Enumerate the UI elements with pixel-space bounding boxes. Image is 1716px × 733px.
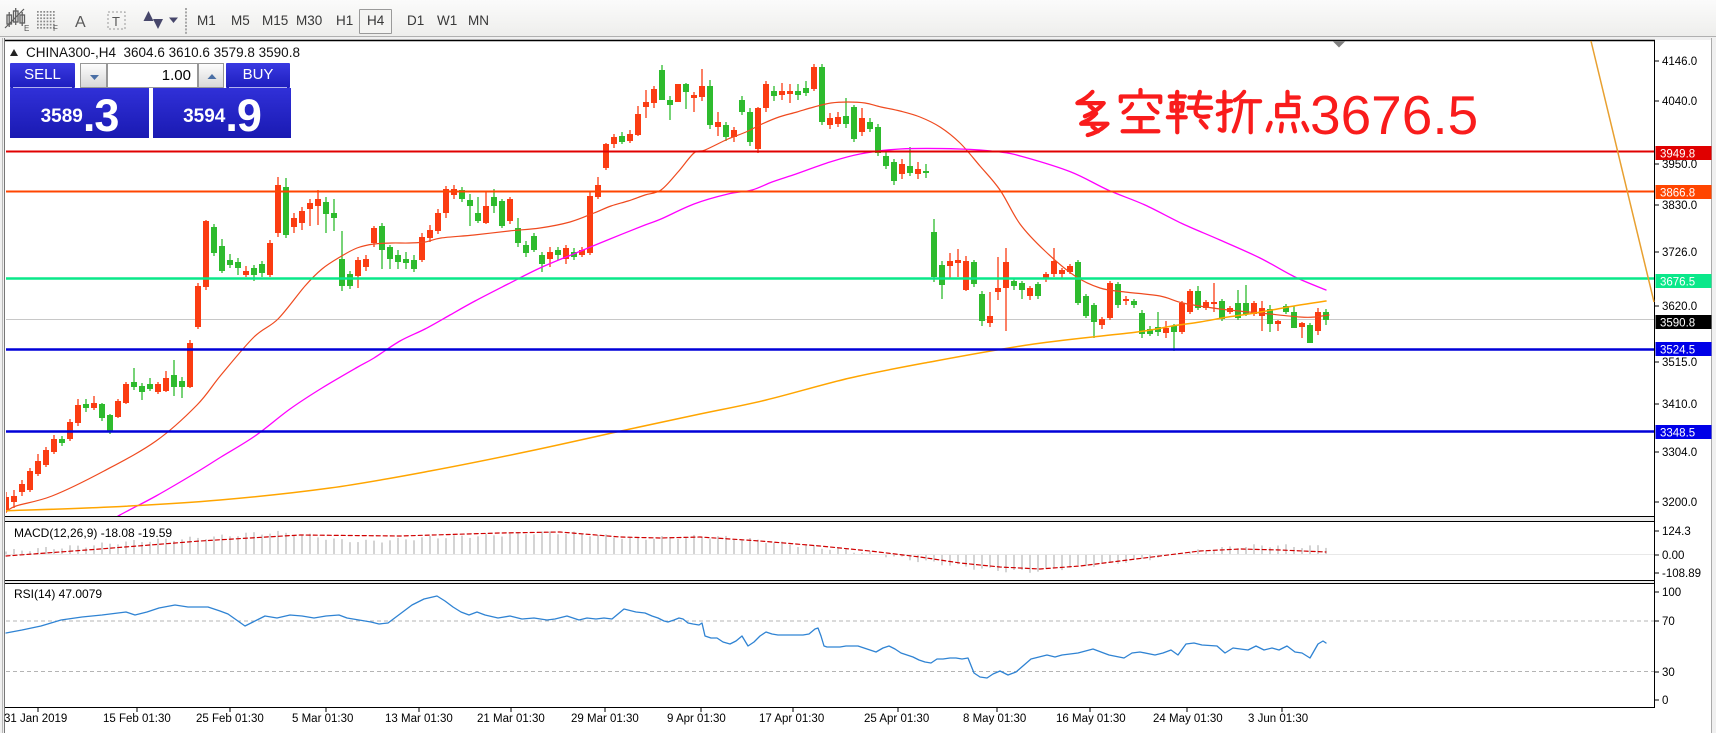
svg-text:8 May 01:30: 8 May 01:30 [963, 713, 1026, 725]
svg-text:4146.0: 4146.0 [1662, 56, 1697, 68]
svg-text:3304.0: 3304.0 [1662, 447, 1697, 459]
svg-text:-108.89: -108.89 [1662, 568, 1701, 580]
svg-text:21 Mar 01:30: 21 Mar 01:30 [477, 713, 545, 725]
svg-text:100: 100 [1662, 587, 1681, 599]
svg-text:5 Mar 01:30: 5 Mar 01:30 [292, 713, 353, 725]
svg-text:25 Apr 01:30: 25 Apr 01:30 [864, 713, 929, 725]
svg-text:29 Mar 01:30: 29 Mar 01:30 [571, 713, 639, 725]
svg-text:3515.0: 3515.0 [1662, 357, 1697, 369]
svg-text:16 May 01:30: 16 May 01:30 [1056, 713, 1126, 725]
svg-text:30: 30 [1662, 667, 1675, 679]
svg-text:0.00: 0.00 [1662, 550, 1684, 562]
svg-text:3620.0: 3620.0 [1662, 301, 1697, 313]
svg-text:31 Jan 2019: 31 Jan 2019 [4, 713, 67, 725]
svg-text:3866.8: 3866.8 [1660, 188, 1695, 200]
svg-text:124.3: 124.3 [1662, 526, 1691, 538]
svg-text:3949.8: 3949.8 [1660, 149, 1695, 161]
svg-text:3590.8: 3590.8 [1660, 318, 1695, 330]
svg-text:17 Apr 01:30: 17 Apr 01:30 [759, 713, 824, 725]
svg-text:13 Mar 01:30: 13 Mar 01:30 [385, 713, 453, 725]
svg-text:3 Jun 01:30: 3 Jun 01:30 [1248, 713, 1308, 725]
svg-text:T: T [112, 14, 120, 29]
svg-text:E: E [24, 24, 29, 33]
svg-text:3348.5: 3348.5 [1660, 428, 1695, 440]
svg-text:9 Apr 01:30: 9 Apr 01:30 [667, 713, 726, 725]
svg-text:3830.0: 3830.0 [1662, 200, 1697, 212]
svg-text:3950.0: 3950.0 [1662, 159, 1697, 171]
svg-text:15 Feb 01:30: 15 Feb 01:30 [103, 713, 171, 725]
svg-text:3726.0: 3726.0 [1662, 247, 1697, 259]
svg-text:0: 0 [1662, 695, 1668, 707]
svg-text:RSI(14) 47.0079: RSI(14) 47.0079 [14, 587, 102, 601]
svg-text:24 May 01:30: 24 May 01:30 [1153, 713, 1223, 725]
svg-text:F: F [53, 24, 58, 33]
svg-text:25 Feb 01:30: 25 Feb 01:30 [196, 713, 264, 725]
svg-text:3410.0: 3410.0 [1662, 399, 1697, 411]
svg-text:3676.5: 3676.5 [1310, 84, 1478, 146]
svg-text:3676.5: 3676.5 [1660, 277, 1695, 289]
svg-text:MACD(12,26,9) -18.08 -19.59: MACD(12,26,9) -18.08 -19.59 [14, 526, 172, 540]
svg-text:70: 70 [1662, 616, 1675, 628]
svg-text:A: A [75, 14, 86, 31]
svg-text:3524.5: 3524.5 [1660, 345, 1695, 357]
svg-text:3200.0: 3200.0 [1662, 497, 1697, 509]
svg-text:4040.0: 4040.0 [1662, 96, 1697, 108]
